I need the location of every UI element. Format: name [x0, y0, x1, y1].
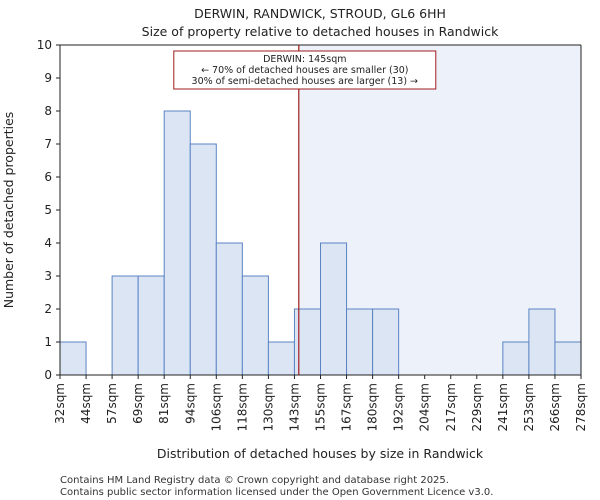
x-tick-label-180sqm: 180sqm	[366, 383, 380, 431]
bar-266sqm	[554, 341, 582, 376]
x-tick-label-217sqm: 217sqm	[444, 383, 458, 431]
footer-line-1: Contains HM Land Registry data © Crown c…	[60, 475, 449, 486]
x-tick-label-57sqm: 57sqm	[105, 383, 119, 424]
x-tick-label-204sqm: 204sqm	[418, 383, 432, 431]
bar-180sqm	[372, 308, 400, 376]
x-tick-label-266sqm: 266sqm	[548, 383, 562, 431]
x-tick-label-32sqm: 32sqm	[53, 383, 67, 424]
bar-130sqm	[267, 341, 295, 376]
x-tick-label-253sqm: 253sqm	[522, 383, 536, 431]
y-axis-title: Number of detached properties	[1, 112, 16, 309]
x-tick-label-69sqm: 69sqm	[131, 383, 145, 424]
bar-241sqm	[502, 341, 530, 376]
annotation-line-3: 30% of semi-detached houses are larger (…	[192, 76, 419, 87]
y-tick-label-4: 4	[44, 236, 52, 250]
x-tick-label-118sqm: 118sqm	[235, 383, 249, 431]
footer-line-2: Contains public sector information licen…	[60, 487, 493, 498]
chart-subtitle: Size of property relative to detached ho…	[142, 24, 499, 39]
y-tick-label-2: 2	[44, 302, 52, 316]
bar-57sqm	[111, 275, 139, 376]
annotation-line-1: DERWIN: 145sqm	[263, 54, 346, 65]
x-tick-label-44sqm: 44sqm	[79, 383, 93, 424]
x-tick-label-143sqm: 143sqm	[287, 383, 301, 431]
bar-118sqm	[241, 275, 269, 376]
x-tick-label-94sqm: 94sqm	[183, 383, 197, 424]
bar-81sqm	[163, 110, 191, 376]
annotation-box	[173, 50, 437, 90]
bar-94sqm	[189, 143, 217, 376]
y-tick-label-7: 7	[44, 137, 52, 151]
plot-area: 0 1 2 3 4 5 6 7 8 9 10 32sqm 44sqm 57sqm 69sqm 81sqm 94s…	[37, 38, 588, 431]
x-tick-label-192sqm: 192sqm	[392, 383, 406, 431]
x-tick-label-167sqm: 167sqm	[340, 383, 354, 431]
bar-253sqm	[528, 308, 556, 376]
x-tick-label-229sqm: 229sqm	[470, 383, 484, 431]
bar-106sqm	[215, 242, 243, 376]
bar-155sqm	[320, 242, 348, 376]
x-tick-label-278sqm: 278sqm	[574, 383, 588, 431]
x-tick-label-106sqm: 106sqm	[209, 383, 223, 431]
y-tick-label-3: 3	[44, 269, 52, 283]
y-tick-label-9: 9	[44, 71, 52, 85]
bar-32sqm	[59, 341, 87, 376]
y-tick-label-10: 10	[37, 38, 52, 52]
y-tick-label-6: 6	[44, 170, 52, 184]
x-axis-title: Distribution of detached houses by size …	[157, 446, 484, 461]
x-tick-label-241sqm: 241sqm	[496, 383, 510, 431]
bar-167sqm	[346, 308, 374, 376]
y-tick-label-5: 5	[44, 203, 52, 217]
y-tick-label-8: 8	[44, 104, 52, 118]
chart-title: DERWIN, RANDWICK, STROUD, GL6 6HH	[194, 6, 446, 21]
x-tick-label-155sqm: 155sqm	[314, 383, 328, 431]
y-tick-label-0: 0	[44, 368, 52, 382]
x-tick-label-130sqm: 130sqm	[261, 383, 275, 431]
bar-69sqm	[137, 275, 165, 376]
x-tick-label-81sqm: 81sqm	[157, 383, 171, 424]
annotation-line-2: ← 70% of detached houses are smaller (30…	[201, 65, 408, 76]
y-tick-label-1: 1	[44, 335, 52, 349]
